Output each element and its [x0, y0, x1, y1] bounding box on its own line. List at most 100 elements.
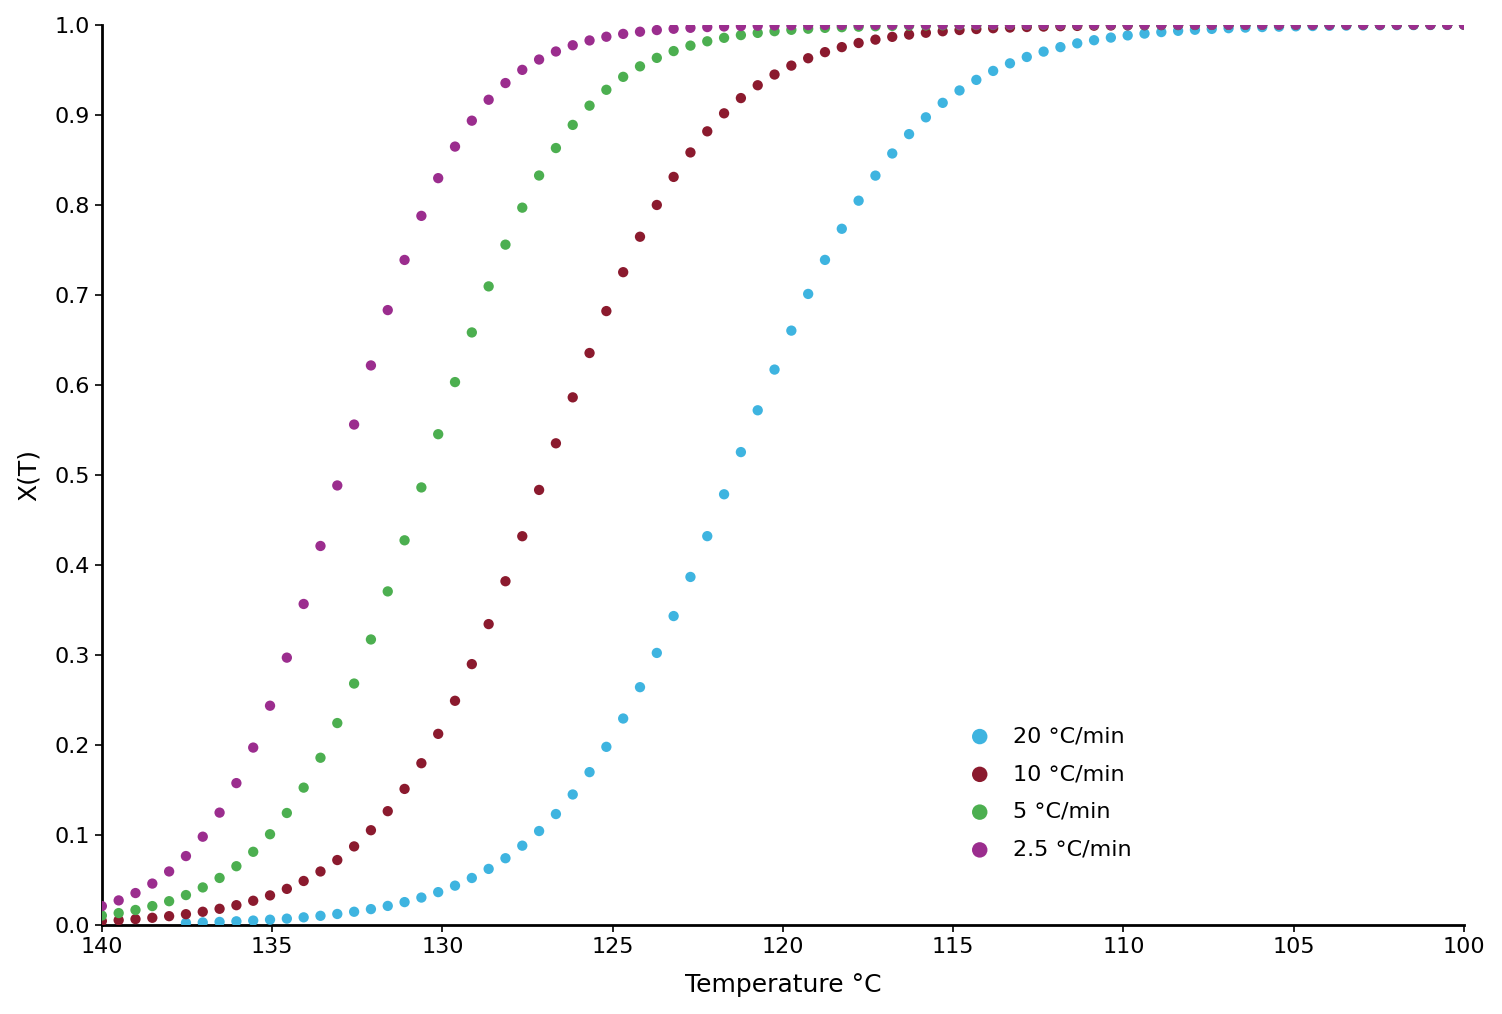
5 °C/min	[780, 21, 804, 38]
10 °C/min	[763, 67, 787, 83]
10 °C/min	[931, 23, 955, 40]
2.5 °C/min	[1368, 16, 1392, 32]
20 °C/min	[661, 608, 685, 625]
10 °C/min	[1032, 18, 1056, 34]
2.5 °C/min	[1385, 16, 1409, 32]
20 °C/min	[1099, 29, 1123, 46]
5 °C/min	[494, 236, 518, 252]
20 °C/min	[359, 901, 383, 918]
5 °C/min	[1452, 16, 1476, 32]
10 °C/min	[829, 39, 853, 55]
2.5 °C/min	[1065, 16, 1089, 32]
5 °C/min	[763, 23, 787, 40]
10 °C/min	[1149, 17, 1173, 33]
2.5 °C/min	[207, 804, 231, 820]
20 °C/min	[544, 806, 568, 822]
5 °C/min	[1301, 16, 1325, 32]
10 °C/min	[880, 28, 904, 45]
2.5 °C/min	[1418, 16, 1442, 32]
2.5 °C/min	[342, 417, 366, 433]
2.5 °C/min	[359, 357, 383, 373]
20 °C/min	[913, 110, 937, 126]
2.5 °C/min	[544, 44, 568, 60]
10 °C/min	[1436, 16, 1460, 32]
5 °C/min	[511, 200, 535, 216]
2.5 °C/min	[695, 19, 719, 35]
5 °C/min	[644, 50, 668, 66]
10 °C/min	[813, 44, 837, 60]
2.5 °C/min	[745, 17, 769, 33]
20 °C/min	[1301, 18, 1325, 34]
5 °C/min	[1418, 16, 1442, 32]
2.5 °C/min	[578, 32, 602, 49]
5 °C/min	[813, 19, 837, 35]
20 °C/min	[1032, 44, 1056, 60]
2.5 °C/min	[427, 170, 451, 187]
10 °C/min	[1452, 16, 1476, 32]
20 °C/min	[796, 286, 820, 302]
2.5 °C/min	[595, 28, 619, 45]
2.5 °C/min	[443, 139, 467, 155]
2.5 °C/min	[460, 113, 484, 129]
20 °C/min	[595, 739, 619, 755]
5 °C/min	[1401, 16, 1425, 32]
10 °C/min	[1015, 19, 1039, 35]
20 °C/min	[1452, 17, 1476, 33]
2.5 °C/min	[1284, 16, 1308, 32]
20 °C/min	[1352, 17, 1376, 33]
5 °C/min	[864, 18, 888, 34]
20 °C/min	[326, 906, 350, 922]
5 °C/min	[140, 898, 164, 915]
20 °C/min	[880, 145, 904, 161]
5 °C/min	[207, 870, 231, 886]
10 °C/min	[427, 726, 451, 742]
10 °C/min	[913, 24, 937, 41]
2.5 °C/min	[864, 16, 888, 32]
20 °C/min	[207, 914, 231, 930]
20 °C/min	[242, 913, 266, 929]
20 °C/min	[174, 915, 198, 931]
5 °C/min	[931, 17, 955, 33]
2.5 °C/min	[1334, 16, 1358, 32]
2.5 °C/min	[494, 75, 518, 91]
2.5 °C/min	[107, 892, 131, 909]
10 °C/min	[661, 168, 685, 185]
2.5 °C/min	[948, 16, 972, 32]
20 °C/min	[476, 861, 500, 877]
20 °C/min	[981, 63, 1005, 79]
10 °C/min	[207, 900, 231, 917]
20 °C/min	[308, 908, 332, 924]
2.5 °C/min	[913, 16, 937, 32]
10 °C/min	[897, 26, 921, 43]
20 °C/min	[1048, 39, 1072, 55]
5 °C/min	[224, 858, 248, 874]
20 °C/min	[695, 528, 719, 545]
2.5 °C/min	[964, 16, 988, 32]
10 °C/min	[275, 881, 299, 897]
20 °C/min	[997, 55, 1021, 71]
10 °C/min	[695, 124, 719, 140]
10 °C/min	[376, 803, 400, 819]
5 °C/min	[443, 374, 467, 390]
10 °C/min	[560, 389, 584, 406]
2.5 °C/min	[308, 537, 332, 554]
20 °C/min	[224, 914, 248, 930]
2.5 °C/min	[1217, 16, 1241, 32]
5 °C/min	[695, 33, 719, 50]
10 °C/min	[1081, 17, 1105, 33]
5 °C/min	[1250, 16, 1274, 32]
20 °C/min	[847, 193, 871, 209]
2.5 °C/min	[258, 698, 282, 714]
20 °C/min	[1116, 27, 1140, 44]
5 °C/min	[1116, 16, 1140, 32]
20 °C/min	[1081, 32, 1105, 49]
Y-axis label: X(T): X(T)	[17, 449, 41, 501]
10 °C/min	[948, 22, 972, 39]
20 °C/min	[1385, 17, 1409, 33]
2.5 °C/min	[476, 91, 500, 107]
10 °C/min	[1385, 16, 1409, 32]
20 °C/min	[931, 94, 955, 111]
2.5 °C/min	[1081, 16, 1105, 32]
5 °C/min	[1166, 16, 1190, 32]
5 °C/min	[745, 24, 769, 41]
